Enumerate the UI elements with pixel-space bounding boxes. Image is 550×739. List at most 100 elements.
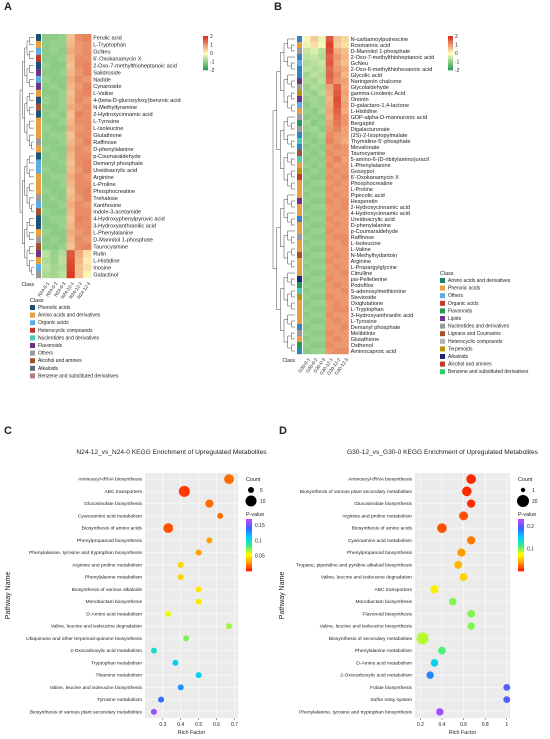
heatmap-cell	[58, 131, 67, 139]
heatmap-cell	[318, 162, 326, 169]
heatmap-cell	[42, 68, 51, 77]
heatmap-cell	[325, 210, 334, 217]
heatmap-cell	[325, 96, 334, 103]
pathway-bubble	[416, 632, 429, 645]
row-label: Glutathione	[93, 133, 122, 139]
dendrogram-branch	[29, 65, 34, 73]
heatmap-cell	[333, 324, 342, 331]
heatmap-cell	[74, 166, 84, 174]
color-legend-segment	[518, 545, 524, 548]
heatmap-cell	[303, 234, 311, 241]
legend-title: Class	[440, 271, 454, 277]
heatmap-cell	[303, 288, 311, 295]
row-label: 6'-Oxokanamycin X	[351, 175, 400, 181]
heatmap-cell	[310, 228, 319, 235]
color-legend-segment	[246, 555, 252, 558]
heatmap-cell	[83, 229, 92, 237]
heatmap-cell	[66, 250, 75, 258]
dendrogram-branch	[280, 130, 284, 169]
heatmap-cell	[42, 75, 51, 83]
pathway-label: Cyanoamino acid metabolism	[348, 538, 412, 544]
heatmap-cell	[318, 240, 326, 247]
pathway-label: Monobactam biosynthesis	[355, 599, 412, 605]
heatmap-cell	[74, 215, 84, 223]
pathway-bubble	[437, 523, 447, 533]
heatmap-cell	[58, 194, 67, 202]
row-label: 6'-Oxokanamycin X	[93, 56, 142, 62]
row-label: Galactinol	[93, 272, 118, 278]
color-legend-segment	[518, 538, 524, 541]
heatmap-cell	[325, 222, 334, 229]
colorbar-segment	[203, 55, 208, 57]
legend-swatch	[440, 369, 445, 375]
heatmap-cell	[341, 156, 349, 163]
class-strip-cell	[297, 108, 302, 115]
heatmap-cell	[310, 138, 319, 145]
dendrogram-branch	[29, 37, 34, 45]
bubble-panel-d: D G30-12_vs_G30-0 KEGG Enrichment of Upre…	[279, 425, 539, 736]
heatmap-cell	[303, 300, 311, 307]
row-label: S-adenosylmethionine	[351, 289, 406, 295]
heatmap-cell	[50, 187, 59, 195]
heatmap-cell	[333, 306, 342, 313]
row-label: Glycolic acid	[351, 73, 382, 79]
heatmap-cell	[74, 187, 84, 195]
heatmap-cell	[325, 72, 334, 79]
heatmap-cell	[318, 348, 326, 355]
color-legend-segment	[246, 550, 252, 553]
heatmap-cell	[341, 210, 349, 217]
pathway-bubble	[195, 672, 202, 679]
colorbar-segment	[203, 36, 208, 38]
heatmap-cell	[318, 276, 326, 283]
heatmap-cell	[74, 138, 84, 146]
heatmap-cell	[42, 54, 51, 63]
color-legend-segment	[518, 531, 524, 534]
pathway-bubble	[454, 560, 463, 569]
heatmap-cell	[66, 187, 75, 195]
heatmap-cell	[318, 264, 326, 271]
class-strip-cell	[36, 194, 41, 202]
heatmap-cell	[333, 96, 342, 103]
heatmap-cell	[318, 48, 326, 55]
dendrogram-branch	[291, 218, 295, 226]
heatmap-cell	[310, 324, 319, 331]
heatmap-cell	[58, 75, 67, 83]
heatmap-cell	[341, 252, 349, 259]
pathway-label: Phenylalanine, tyrosine and tryptophan b…	[299, 709, 412, 715]
heatmap-cell	[66, 40, 75, 49]
pathway-bubble	[195, 598, 202, 605]
pathway-label: D-Amino acid metabolism	[86, 611, 142, 617]
class-strip-cell	[297, 180, 302, 187]
heatmap-cell	[325, 54, 334, 61]
pathway-label: Arginine and proline metabolism	[342, 513, 412, 519]
colorbar-segment	[448, 62, 453, 64]
heatmap-cell	[318, 126, 326, 133]
heatmap-cell	[333, 240, 342, 247]
colorbar-segment	[448, 57, 453, 59]
heatmap-cell	[341, 72, 349, 79]
legend-item-label: Lipids	[448, 316, 462, 322]
x-tick-label: 0.4	[439, 722, 446, 728]
x-tick-label: 0.3	[159, 722, 166, 728]
heatmap-cell	[310, 120, 319, 127]
color-legend-segment	[518, 546, 524, 549]
color-legend-segment	[518, 539, 524, 542]
heatmap-cell	[341, 288, 349, 295]
pathway-label: Monobactam biosynthesis	[85, 599, 142, 605]
heatmap-cell	[42, 229, 51, 237]
heatmap-cell	[50, 96, 59, 104]
pathway-label: Phenylpropanoid biosynthesis	[347, 550, 413, 556]
dendrogram-branch	[291, 320, 295, 328]
colorbar-segment	[203, 56, 208, 58]
heatmap-cell	[66, 61, 75, 70]
heatmap-cell	[50, 257, 59, 265]
x-axis-label: Rich Factor	[449, 730, 477, 736]
heatmap-cell	[333, 228, 342, 235]
color-legend-title: P-value	[518, 512, 536, 518]
heatmap-cell	[341, 204, 349, 211]
row-label: Xanthosine	[93, 203, 121, 209]
heatmap-cell	[83, 47, 92, 56]
heatmap-cell	[333, 132, 342, 139]
heatmap-cell	[50, 208, 59, 216]
colorbar-segment	[203, 39, 208, 41]
